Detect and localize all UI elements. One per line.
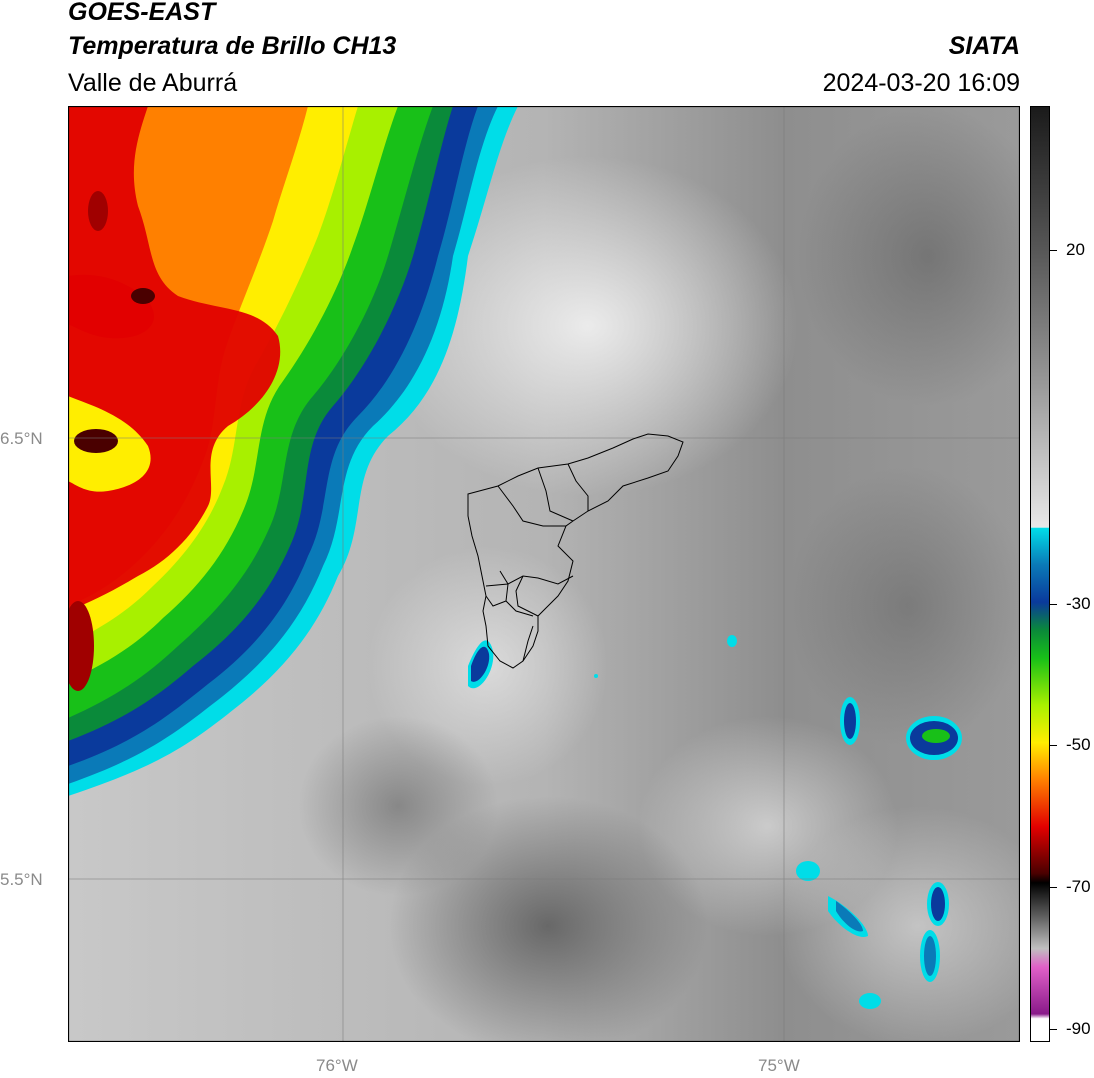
colorbar-label-neg90: -90 [1066,1019,1091,1038]
dark-region [788,466,1020,746]
lat-label-6-5: 6.5°N [0,429,43,448]
cloud-red-inner [68,274,154,339]
colorbar-tick [1050,745,1057,746]
colorbar [1030,106,1050,1042]
brightness-temperature-image [68,106,1020,1042]
light-region [378,156,798,496]
map-frame [68,106,1020,1042]
colorbar-tick [1050,887,1057,888]
dark-region [298,716,498,896]
datetime-label: 2024-03-20 16:09 [822,69,1020,97]
cloud-core [74,429,118,453]
dark-region [798,106,1020,406]
satellite-map [68,106,1020,1042]
product-title: Temperatura de Brillo CH13 [68,32,397,60]
aburra-valley-boundaries [467,433,684,669]
colorbar-label-neg30: -30 [1066,594,1091,613]
light-region [778,806,1020,1042]
lat-label-5-5: 5.5°N [0,870,43,889]
satellite-title: GOES-EAST [68,0,216,26]
graticule [68,106,1020,1042]
colorbar-label-neg50: -50 [1066,735,1091,754]
cloud-core [131,288,155,304]
lon-label-76w: 76°W [316,1056,358,1075]
colorbar-label-20: 20 [1066,240,1085,259]
colorbar-label-neg70: -70 [1066,877,1091,896]
colorbar-tick [1050,250,1057,251]
brand-label: SIATA [948,32,1020,60]
lon-label-75w: 75°W [758,1056,800,1075]
cold-cells [468,635,962,1009]
cloud-core [88,191,108,231]
cloud-core [68,601,94,691]
colorbar-tick [1050,604,1057,605]
colorbar-tick [1050,1029,1057,1030]
region-subtitle: Valle de Aburrá [68,69,238,97]
